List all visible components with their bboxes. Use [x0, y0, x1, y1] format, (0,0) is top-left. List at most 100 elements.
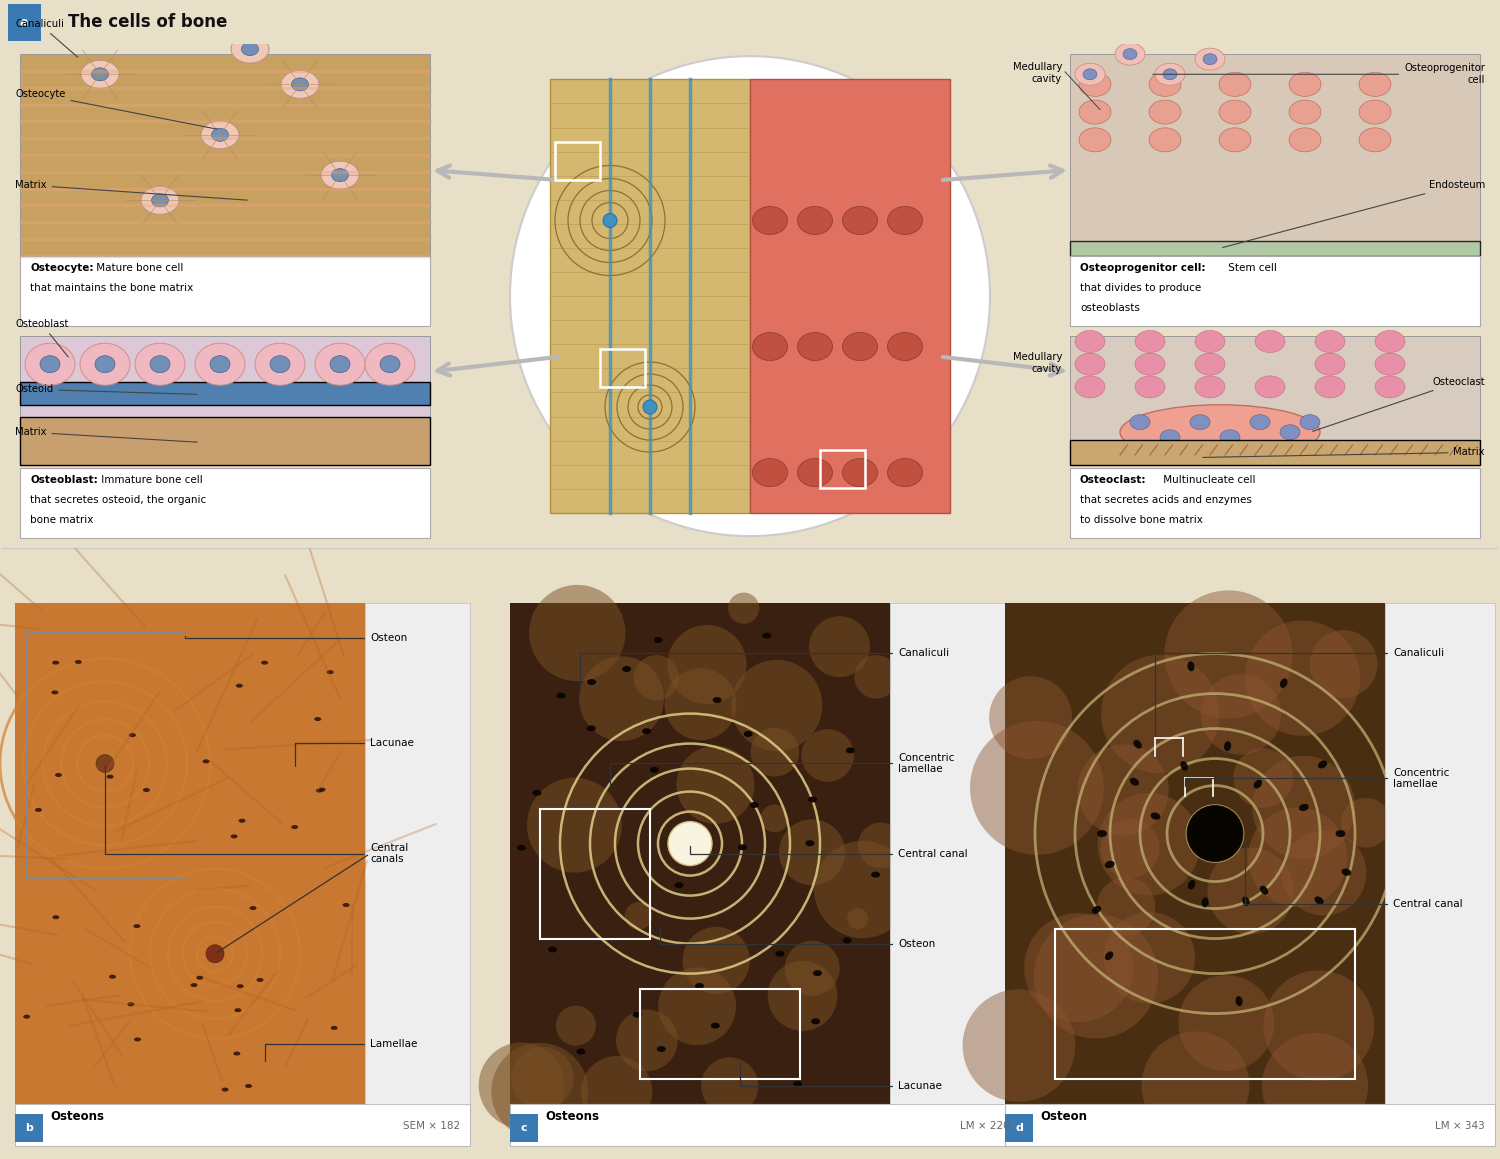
Ellipse shape	[261, 661, 268, 664]
Circle shape	[492, 1043, 588, 1139]
Text: The cells of bone: The cells of bone	[68, 13, 226, 31]
FancyBboxPatch shape	[15, 1114, 44, 1142]
FancyBboxPatch shape	[20, 381, 430, 404]
Ellipse shape	[1076, 330, 1106, 352]
FancyBboxPatch shape	[20, 336, 430, 465]
Ellipse shape	[846, 748, 855, 753]
Ellipse shape	[1316, 376, 1346, 398]
FancyBboxPatch shape	[1005, 1105, 1496, 1146]
Ellipse shape	[1096, 830, 1107, 837]
Ellipse shape	[195, 343, 244, 385]
Ellipse shape	[22, 1014, 30, 1019]
Ellipse shape	[190, 983, 198, 987]
Ellipse shape	[1288, 72, 1322, 96]
FancyBboxPatch shape	[1005, 1114, 1034, 1142]
Text: Osteons: Osteons	[544, 1109, 598, 1123]
Text: Concentric
lamellae: Concentric lamellae	[1185, 767, 1449, 789]
Text: Central canal: Central canal	[1245, 837, 1462, 909]
Ellipse shape	[1376, 376, 1406, 398]
Ellipse shape	[244, 1084, 252, 1088]
Circle shape	[579, 656, 664, 741]
Ellipse shape	[51, 691, 58, 694]
Ellipse shape	[1280, 424, 1300, 439]
Ellipse shape	[1242, 896, 1250, 906]
Ellipse shape	[364, 343, 416, 385]
Circle shape	[633, 655, 680, 700]
Ellipse shape	[1092, 905, 1101, 913]
Text: Lamellae: Lamellae	[266, 1038, 417, 1062]
Ellipse shape	[1203, 53, 1216, 65]
Circle shape	[784, 941, 840, 996]
Ellipse shape	[210, 356, 230, 373]
Ellipse shape	[291, 825, 298, 829]
Circle shape	[1341, 797, 1390, 847]
Text: Canaliculi: Canaliculi	[580, 648, 950, 691]
Ellipse shape	[1160, 430, 1180, 445]
Ellipse shape	[1202, 897, 1209, 907]
Circle shape	[526, 778, 622, 873]
Ellipse shape	[249, 906, 256, 910]
Ellipse shape	[327, 670, 333, 675]
Ellipse shape	[231, 35, 268, 63]
Ellipse shape	[237, 984, 243, 989]
Text: SEM × 182: SEM × 182	[404, 1121, 460, 1131]
Ellipse shape	[318, 788, 326, 792]
Circle shape	[728, 592, 759, 624]
Ellipse shape	[1188, 662, 1194, 671]
Ellipse shape	[712, 697, 722, 704]
Text: Endosteum: Endosteum	[1222, 180, 1485, 248]
Ellipse shape	[1149, 72, 1180, 96]
Ellipse shape	[236, 684, 243, 687]
Ellipse shape	[1196, 330, 1225, 352]
FancyBboxPatch shape	[510, 603, 890, 1105]
Circle shape	[1252, 756, 1356, 859]
Ellipse shape	[75, 659, 82, 664]
Ellipse shape	[231, 834, 237, 838]
Ellipse shape	[694, 983, 703, 989]
Ellipse shape	[34, 808, 42, 812]
Ellipse shape	[794, 1081, 802, 1087]
Circle shape	[1245, 620, 1360, 736]
Circle shape	[1142, 1032, 1250, 1139]
Ellipse shape	[642, 728, 651, 734]
Circle shape	[510, 56, 990, 537]
Ellipse shape	[1359, 72, 1390, 96]
Circle shape	[750, 728, 800, 777]
Ellipse shape	[330, 356, 350, 373]
Text: Stem cell: Stem cell	[1226, 263, 1276, 272]
Ellipse shape	[134, 924, 141, 928]
Circle shape	[1077, 744, 1168, 836]
Ellipse shape	[342, 903, 350, 907]
Ellipse shape	[738, 844, 747, 851]
Circle shape	[664, 669, 736, 741]
Text: Osteoid: Osteoid	[15, 385, 197, 394]
Text: Osteocyte: Osteocyte	[15, 89, 217, 129]
Ellipse shape	[141, 187, 178, 214]
Ellipse shape	[280, 71, 320, 99]
Text: osteoblasts: osteoblasts	[1080, 302, 1140, 313]
Circle shape	[676, 745, 754, 824]
Text: a: a	[20, 15, 28, 29]
FancyBboxPatch shape	[510, 1105, 1020, 1146]
Circle shape	[778, 819, 844, 885]
Circle shape	[644, 400, 657, 414]
Ellipse shape	[1220, 72, 1251, 96]
Circle shape	[1262, 1033, 1368, 1139]
Circle shape	[760, 804, 789, 832]
Ellipse shape	[150, 356, 170, 373]
Text: Matrix: Matrix	[1203, 447, 1485, 458]
FancyBboxPatch shape	[20, 417, 430, 465]
Ellipse shape	[675, 882, 684, 888]
Circle shape	[603, 213, 616, 227]
Text: Medullary: Medullary	[1013, 351, 1062, 362]
Ellipse shape	[808, 796, 818, 802]
Ellipse shape	[1280, 678, 1287, 688]
Circle shape	[1164, 590, 1293, 719]
Ellipse shape	[1136, 353, 1166, 376]
FancyBboxPatch shape	[750, 79, 950, 513]
Ellipse shape	[1224, 741, 1232, 751]
Ellipse shape	[81, 60, 118, 88]
Text: Osteon: Osteon	[1040, 1109, 1088, 1123]
Text: cavity: cavity	[1032, 74, 1062, 85]
Circle shape	[1024, 913, 1132, 1022]
